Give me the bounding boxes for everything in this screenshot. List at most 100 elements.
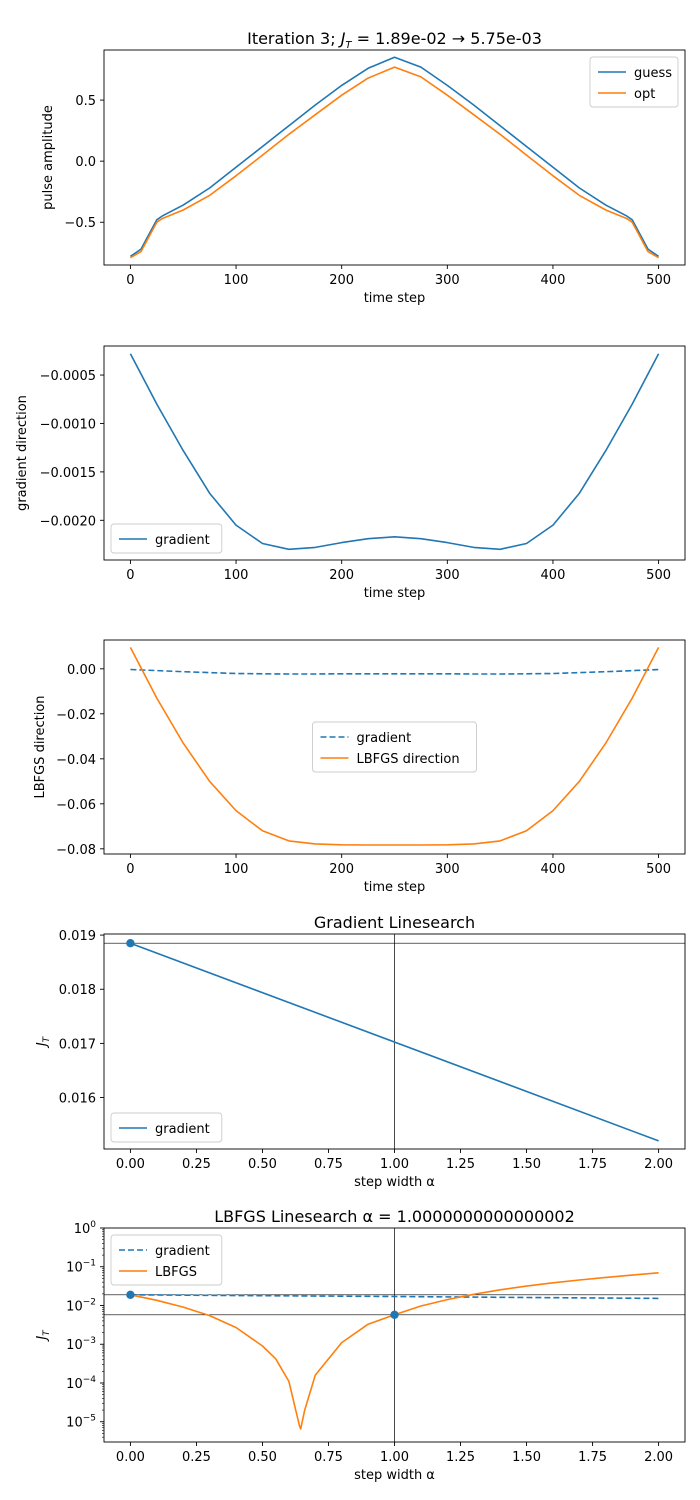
x-tick-label: 0.50 bbox=[248, 1157, 277, 1172]
x-tick-label: 0.75 bbox=[314, 1450, 343, 1465]
x-tick-label: 200 bbox=[329, 568, 354, 583]
y-tick-label: −0.06 bbox=[56, 798, 96, 813]
legend-box bbox=[110, 1112, 223, 1143]
legend-label: LBFGS direction bbox=[357, 752, 460, 767]
y-axis-label: LBFGS direction bbox=[33, 695, 48, 798]
x-tick-label: 400 bbox=[541, 568, 566, 583]
x-tick-label: 0.50 bbox=[248, 1450, 277, 1465]
y-tick-label: 10−4 bbox=[66, 1375, 96, 1392]
chart-title: LBFGS Linesearch α = 1.0000000000000002 bbox=[214, 1207, 575, 1226]
x-axis-label: time step bbox=[364, 586, 426, 601]
y-axis-label: JT bbox=[35, 1329, 52, 1343]
legend: gradient LBFGS direction bbox=[312, 721, 477, 773]
x-axis-label: step width α bbox=[354, 1468, 435, 1483]
legend-label: LBFGS bbox=[155, 1265, 197, 1280]
y-axis-label: gradient direction bbox=[15, 395, 30, 511]
legend-box bbox=[589, 56, 679, 108]
x-tick-label: 1.75 bbox=[578, 1157, 607, 1172]
y-tick-label: 0.018 bbox=[59, 983, 96, 998]
x-tick-label: 0 bbox=[126, 273, 134, 288]
series-line-gradient bbox=[130, 668, 659, 675]
series-line-opt bbox=[130, 66, 659, 259]
x-tick-label: 2.00 bbox=[644, 1157, 673, 1172]
x-tick-label: 500 bbox=[646, 862, 671, 877]
x-tick-label: 0.25 bbox=[182, 1450, 211, 1465]
x-tick-label: 1.50 bbox=[512, 1157, 541, 1172]
data-point-marker bbox=[126, 1290, 135, 1300]
y-axis-label: pulse amplitude bbox=[41, 105, 56, 210]
chart-panel-1: 0 100 200 300 400 500 −0.5 0.0 0.5 time step pulse… bbox=[41, 29, 686, 306]
x-tick-label: 300 bbox=[435, 273, 460, 288]
y-tick-label: −0.0020 bbox=[40, 514, 96, 529]
series-line-lbfgs bbox=[130, 1272, 659, 1430]
y-tick-label: −0.02 bbox=[56, 708, 96, 723]
y-tick-label: 10−5 bbox=[66, 1414, 96, 1431]
x-tick-label: 1.25 bbox=[446, 1450, 475, 1465]
y-tick-label: −0.0010 bbox=[40, 417, 96, 432]
chart-panel-3: 0 100 200 300 400 500 −0.08 −0.06 −0.04 −0.02 0.00… bbox=[33, 639, 686, 895]
series-line-gradient bbox=[130, 942, 659, 1142]
series-line-gradient bbox=[130, 1294, 659, 1300]
y-tick-label: 0.016 bbox=[59, 1092, 96, 1107]
x-tick-label: 100 bbox=[224, 568, 249, 583]
x-tick-label: 300 bbox=[435, 862, 460, 877]
legend-label: gradient bbox=[155, 1122, 210, 1137]
y-tick-label: 10−2 bbox=[66, 1297, 96, 1314]
x-tick-label: 0.00 bbox=[116, 1157, 145, 1172]
series-line-gradient bbox=[129, 353, 660, 551]
series-line-guess bbox=[129, 56, 660, 258]
x-tick-label: 400 bbox=[541, 862, 566, 877]
legend: guess opt bbox=[589, 56, 679, 108]
y-axis-label: JT bbox=[35, 1035, 52, 1049]
y-tick-label: −0.04 bbox=[56, 753, 96, 768]
chart-title: Iteration 3; JT = 1.89e-02 → 5.75e-03 bbox=[247, 29, 542, 51]
legend: gradient bbox=[110, 523, 223, 554]
chart-panel-5: 0.00 0.25 0.50 0.75 1.00 1.25 1.50 1.75 2.00 100 1… bbox=[35, 1207, 686, 1483]
y-tick-label: 0.5 bbox=[75, 94, 96, 109]
x-tick-label: 200 bbox=[329, 273, 354, 288]
series-line-lbfgs-direction bbox=[129, 647, 660, 846]
data-point-marker bbox=[390, 1310, 399, 1320]
x-tick-label: 0.25 bbox=[182, 1157, 211, 1172]
x-tick-label: 1.00 bbox=[380, 1157, 409, 1172]
legend-label: guess bbox=[634, 66, 672, 81]
y-tick-label: −0.5 bbox=[64, 216, 96, 231]
y-tick-label: 10−3 bbox=[66, 1336, 96, 1353]
chart-panel-2: 0 100 200 300 400 500 −0.0020 −0.0015 −0.0010 −0.… bbox=[15, 345, 686, 601]
x-tick-label: 400 bbox=[541, 273, 566, 288]
chart-panel-4: 0.00 0.25 0.50 0.75 1.00 1.25 1.50 1.75 2.00 0.01… bbox=[35, 913, 686, 1190]
y-tick-label: 0.0 bbox=[75, 155, 96, 170]
legend-box bbox=[312, 721, 477, 773]
x-tick-label: 1.50 bbox=[512, 1450, 541, 1465]
x-tick-label: 0 bbox=[126, 568, 134, 583]
data-point-marker bbox=[126, 939, 135, 948]
legend-box bbox=[110, 1234, 223, 1286]
x-axis-label: step width α bbox=[354, 1175, 435, 1190]
y-tick-label: −0.0015 bbox=[40, 466, 96, 481]
x-axis-label: time step bbox=[364, 291, 426, 306]
y-tick-label: −0.0005 bbox=[40, 369, 96, 384]
y-tick-label: 10−1 bbox=[66, 1259, 96, 1276]
legend-box bbox=[110, 523, 223, 554]
y-tick-label: 100 bbox=[74, 1220, 97, 1237]
x-tick-label: 200 bbox=[329, 862, 354, 877]
x-tick-label: 1.00 bbox=[380, 1450, 409, 1465]
y-tick-label: 0.019 bbox=[59, 929, 96, 944]
axes-frame bbox=[103, 639, 686, 855]
axes-frame bbox=[103, 49, 686, 266]
x-tick-label: 0.75 bbox=[314, 1157, 343, 1172]
x-tick-label: 1.75 bbox=[578, 1450, 607, 1465]
x-axis-label: time step bbox=[364, 880, 426, 895]
x-tick-label: 0.00 bbox=[116, 1450, 145, 1465]
x-tick-label: 300 bbox=[435, 568, 460, 583]
axes-frame bbox=[103, 345, 686, 561]
x-tick-label: 500 bbox=[646, 273, 671, 288]
y-tick-label: 0.017 bbox=[59, 1037, 96, 1052]
x-tick-label: 0 bbox=[126, 862, 134, 877]
legend-label: gradient bbox=[357, 731, 412, 746]
legend-label: gradient bbox=[155, 1244, 210, 1259]
chart-title: Gradient Linesearch bbox=[314, 913, 475, 932]
x-tick-label: 100 bbox=[224, 862, 249, 877]
legend: gradient LBFGS bbox=[110, 1234, 223, 1286]
